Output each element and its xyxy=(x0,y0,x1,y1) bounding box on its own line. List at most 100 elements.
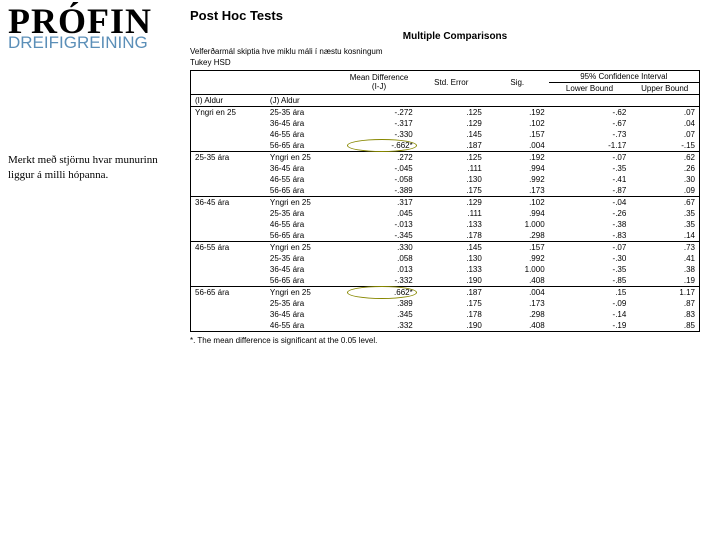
cell-sig: .994 xyxy=(486,163,549,174)
cell-lower: -.35 xyxy=(549,264,631,275)
cell-mean-diff: .662* xyxy=(341,286,416,298)
cell-i xyxy=(191,219,266,230)
cell-sig: .004 xyxy=(486,140,549,152)
cell-std-error: .111 xyxy=(417,208,486,219)
cell-upper: .35 xyxy=(630,208,699,219)
table-body: Yngri en 2525-35 ára-.272.125.192-.62.07… xyxy=(191,106,700,331)
cell-mean-diff: -.045 xyxy=(341,163,416,174)
cell-mean-diff: -.317 xyxy=(341,118,416,129)
header-j-aldur: (J) Aldur xyxy=(266,94,341,106)
cell-mean-diff: -.662* xyxy=(341,140,416,152)
cell-sig: .102 xyxy=(486,118,549,129)
table-row: 46-55 ára-.013.1331.000-.38.35 xyxy=(191,219,700,230)
table-row: 36-45 áraYngri en 25.317.129.102-.04.67 xyxy=(191,196,700,208)
cell-lower: -.26 xyxy=(549,208,631,219)
cell-i xyxy=(191,253,266,264)
table-row: 46-55 ára-.058.130.992-.41.30 xyxy=(191,174,700,185)
table-row: 25-35 áraYngri en 25.272.125.192-.07.62 xyxy=(191,151,700,163)
cell-mean-diff: -.013 xyxy=(341,219,416,230)
cell-sig: .004 xyxy=(486,286,549,298)
cell-mean-diff: .045 xyxy=(341,208,416,219)
table-row: Yngri en 2525-35 ára-.272.125.192-.62.07 xyxy=(191,106,700,118)
cell-j: 36-45 ára xyxy=(266,309,341,320)
cell-std-error: .187 xyxy=(417,286,486,298)
cell-upper: .62 xyxy=(630,151,699,163)
caption-line2: Tukey HSD xyxy=(190,59,720,68)
cell-upper: .04 xyxy=(630,118,699,129)
cell-lower: -.09 xyxy=(549,298,631,309)
cell-upper: -.15 xyxy=(630,140,699,152)
cell-i xyxy=(191,208,266,219)
cell-lower: -.62 xyxy=(549,106,631,118)
cell-upper: .41 xyxy=(630,253,699,264)
cell-i xyxy=(191,275,266,287)
cell-sig: .994 xyxy=(486,208,549,219)
table-row: 56-65 ára-.332.190.408-.85.19 xyxy=(191,275,700,287)
cell-std-error: .175 xyxy=(417,298,486,309)
cell-j: 36-45 ára xyxy=(266,264,341,275)
cell-j: 25-35 ára xyxy=(266,298,341,309)
cell-j: 46-55 ára xyxy=(266,174,341,185)
cell-std-error: .130 xyxy=(417,174,486,185)
cell-lower: -.07 xyxy=(549,151,631,163)
cell-i xyxy=(191,230,266,242)
cell-j: Yngri en 25 xyxy=(266,151,341,163)
cell-sig: 1.000 xyxy=(486,219,549,230)
cell-std-error: .187 xyxy=(417,140,486,152)
cell-upper: .67 xyxy=(630,196,699,208)
cell-lower: -.67 xyxy=(549,118,631,129)
cell-j: 56-65 ára xyxy=(266,275,341,287)
cell-j: 46-55 ára xyxy=(266,320,341,332)
cell-i: 46-55 ára xyxy=(191,241,266,253)
cell-sig: .408 xyxy=(486,320,549,332)
cell-mean-diff: -.389 xyxy=(341,185,416,197)
cell-upper: .19 xyxy=(630,275,699,287)
cell-i xyxy=(191,309,266,320)
table-row: 25-35 ára.045.111.994-.26.35 xyxy=(191,208,700,219)
footnote: *. The mean difference is significant at… xyxy=(190,336,720,345)
table-row: 46-55 ára.332.190.408-.19.85 xyxy=(191,320,700,332)
cell-sig: .157 xyxy=(486,241,549,253)
cell-mean-diff: -.345 xyxy=(341,230,416,242)
cell-j: 25-35 ára xyxy=(266,106,341,118)
header-upper-bound: Upper Bound xyxy=(630,82,699,94)
cell-sig: .408 xyxy=(486,275,549,287)
cell-i: Yngri en 25 xyxy=(191,106,266,118)
cell-lower: -.41 xyxy=(549,174,631,185)
cell-j: 56-65 ára xyxy=(266,140,341,152)
cell-upper: .73 xyxy=(630,241,699,253)
table-row: 56-65 ára-.662*.187.004-1.17-.15 xyxy=(191,140,700,152)
cell-sig: 1.000 xyxy=(486,264,549,275)
cell-std-error: .190 xyxy=(417,275,486,287)
cell-mean-diff: -.330 xyxy=(341,129,416,140)
table-row: 56-65 ára-.345.178.298-.83.14 xyxy=(191,230,700,242)
cell-upper: .83 xyxy=(630,309,699,320)
cell-std-error: .133 xyxy=(417,219,486,230)
table-row: 25-35 ára.389.175.173-.09.87 xyxy=(191,298,700,309)
cell-lower: -1.17 xyxy=(549,140,631,152)
cell-upper: .07 xyxy=(630,106,699,118)
caption-line1: Velferðarmál skiptia hve miklu máli í næ… xyxy=(190,48,720,57)
cell-mean-diff: .345 xyxy=(341,309,416,320)
cell-j: Yngri en 25 xyxy=(266,286,341,298)
cell-j: Yngri en 25 xyxy=(266,241,341,253)
cell-lower: -.35 xyxy=(549,163,631,174)
cell-j: 36-45 ára xyxy=(266,163,341,174)
table-row: 46-55 ára-.330.145.157-.73.07 xyxy=(191,129,700,140)
cell-std-error: .125 xyxy=(417,106,486,118)
header-sig: Sig. xyxy=(486,70,549,94)
post-hoc-title: Post Hoc Tests xyxy=(190,8,720,23)
cell-lower: -.38 xyxy=(549,219,631,230)
cell-i: 56-65 ára xyxy=(191,286,266,298)
cell-upper: .35 xyxy=(630,219,699,230)
mc-title: Multiple Comparisons xyxy=(190,31,720,42)
cell-lower: -.14 xyxy=(549,309,631,320)
cell-j: 56-65 ára xyxy=(266,185,341,197)
table-row: 46-55 áraYngri en 25.330.145.157-.07.73 xyxy=(191,241,700,253)
cell-j: 25-35 ára xyxy=(266,253,341,264)
cell-j: 25-35 ára xyxy=(266,208,341,219)
cell-sig: .298 xyxy=(486,309,549,320)
header-std-error: Std. Error xyxy=(417,70,486,94)
cell-mean-diff: .389 xyxy=(341,298,416,309)
cell-lower: -.85 xyxy=(549,275,631,287)
